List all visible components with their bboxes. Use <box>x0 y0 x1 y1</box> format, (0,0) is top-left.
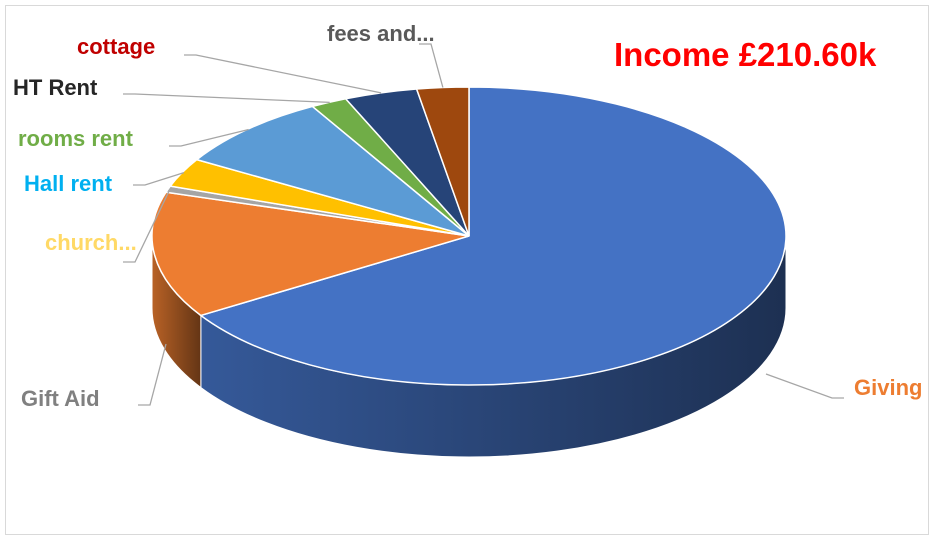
pie-slice-gift-aid <box>151 191 470 317</box>
pie-chart: Giving Gift Aid church... Hall rent rooms re… <box>13 21 922 458</box>
leader-line-giving <box>765 373 844 399</box>
leader-line-gift-aid <box>138 343 167 406</box>
chart-title: Income £210.60k <box>614 36 877 73</box>
leader-line-rooms-rent <box>169 128 249 147</box>
leader-line-ht-rent <box>123 93 330 104</box>
leader-line-hall-rent <box>133 171 185 186</box>
slice-label-hall-rent: Hall rent <box>24 171 113 196</box>
pie-top-faces <box>151 86 787 386</box>
slice-label-fees-and: fees and... <box>327 21 435 46</box>
chart-area: Giving Gift Aid church... Hall rent rooms re… <box>5 5 929 535</box>
slice-label-cottage: cottage <box>77 34 155 59</box>
leader-line-church <box>123 188 171 263</box>
slice-label-ht-rent: HT Rent <box>13 75 98 100</box>
pie-labels: Giving Gift Aid church... Hall rent rooms re… <box>13 21 922 411</box>
slice-label-giving: Giving <box>854 375 922 400</box>
leader-line-cottage <box>184 54 382 94</box>
slice-label-gift-aid: Gift Aid <box>21 386 100 411</box>
slice-label-rooms-rent: rooms rent <box>18 126 134 151</box>
slice-label-church: church... <box>45 230 137 255</box>
pie-slice-giving <box>199 86 787 386</box>
leader-line-fees-and <box>419 43 444 88</box>
